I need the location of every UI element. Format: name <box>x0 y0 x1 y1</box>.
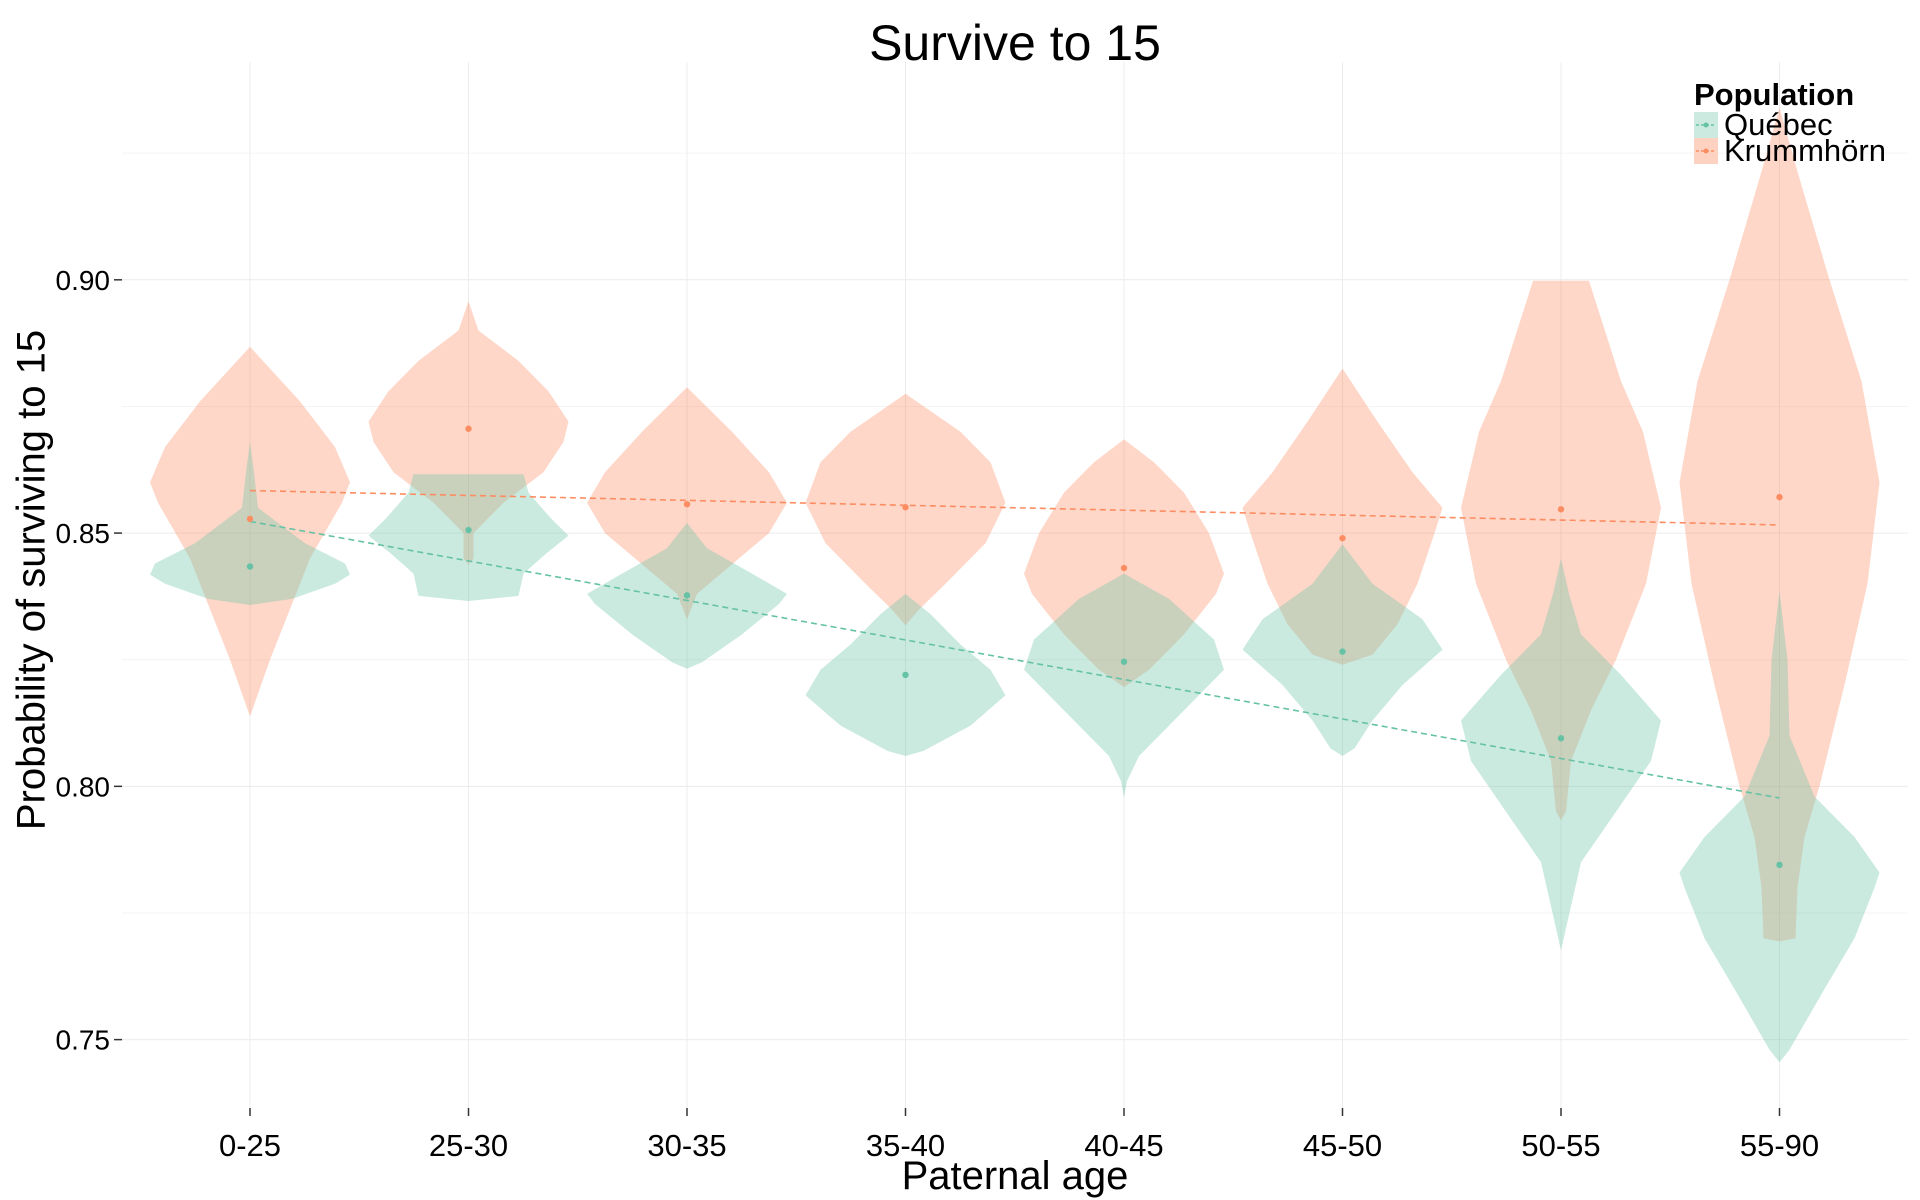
x-tick-label: 45-50 <box>1303 1128 1382 1163</box>
violin-krummhorn-50-55 <box>1461 280 1661 821</box>
point-quebec-35-40 <box>902 671 909 679</box>
point-krummhorn-35-40 <box>902 504 909 511</box>
trend-lines <box>249 489 1780 799</box>
violin-krummhorn-25-30 <box>368 301 569 565</box>
median-points <box>246 425 1783 869</box>
point-quebec-30-35 <box>683 592 691 599</box>
axes: 0.75 0.80 0.85 0.90 0-25 25-30 30-35 35-40 40-45… <box>56 265 1820 1163</box>
point-krummhorn-55-90 <box>1776 493 1783 501</box>
x-tick-label: 50-55 <box>1521 1128 1600 1163</box>
legend-item-krummhorn: Krummhörn <box>1694 135 1886 166</box>
point-quebec-25-30 <box>465 526 472 534</box>
violin-layer <box>150 107 1880 1063</box>
violin-krummhorn-0-25 <box>150 346 350 717</box>
point-krummhorn-45-50 <box>1339 534 1346 542</box>
violin-krummhorn-55-90 <box>1679 107 1880 942</box>
chart-title: Survive to 15 <box>869 15 1161 71</box>
point-quebec-50-55 <box>1557 735 1565 742</box>
x-tick-label: 30-35 <box>647 1128 726 1163</box>
x-axis-label: Paternal age <box>901 1154 1129 1198</box>
point-krummhorn-30-35 <box>683 501 691 508</box>
violin-quebec-40-45 <box>1024 573 1224 798</box>
x-tick-label: 55-90 <box>1740 1128 1819 1163</box>
violin-quebec-25-30 <box>368 474 569 601</box>
point-quebec-55-90 <box>1776 861 1783 869</box>
legend-label-krummhorn: Krummhörn <box>1724 133 1886 168</box>
point-krummhorn-25-30 <box>465 425 472 432</box>
trend-line-krummhorn <box>249 489 1780 526</box>
point-quebec-45-50 <box>1339 648 1346 655</box>
y-tick-label: 0.80 <box>56 771 111 802</box>
legend-item-quebec: Québec <box>1694 109 1886 140</box>
violin-krummhorn-40-45 <box>1024 439 1224 688</box>
point-krummhorn-0-25 <box>246 515 254 523</box>
x-tick-label: 25-30 <box>429 1128 508 1163</box>
violin-quebec-55-90 <box>1679 591 1880 1063</box>
violin-quebec-0-25 <box>150 441 350 605</box>
y-tick-label: 0.75 <box>56 1025 111 1056</box>
legend: Population Québec Krummhörn <box>1694 77 1886 166</box>
violin-krummhorn-45-50 <box>1242 368 1443 665</box>
legend-label-quebec: Québec <box>1724 107 1833 142</box>
y-tick-label: 0.90 <box>56 265 111 296</box>
y-tick-label: 0.85 <box>56 518 111 549</box>
y-axis-label: Probability of surviving to 15 <box>9 329 54 831</box>
x-tick-label: 40-45 <box>1084 1128 1163 1163</box>
point-quebec-40-45 <box>1120 658 1128 665</box>
x-tick-label: 35-40 <box>866 1128 945 1163</box>
point-quebec-0-25 <box>246 563 254 570</box>
trend-line-quebec <box>249 520 1780 799</box>
point-krummhorn-50-55 <box>1557 506 1565 513</box>
x-tick-label: 0-25 <box>219 1128 281 1163</box>
point-krummhorn-40-45 <box>1120 564 1128 572</box>
gridlines <box>122 62 1908 1108</box>
violin-quebec-50-55 <box>1461 558 1661 951</box>
legend-title: Population <box>1694 77 1855 112</box>
legend-key-krummhorn <box>1694 138 1718 164</box>
legend-key-quebec <box>1694 112 1718 138</box>
